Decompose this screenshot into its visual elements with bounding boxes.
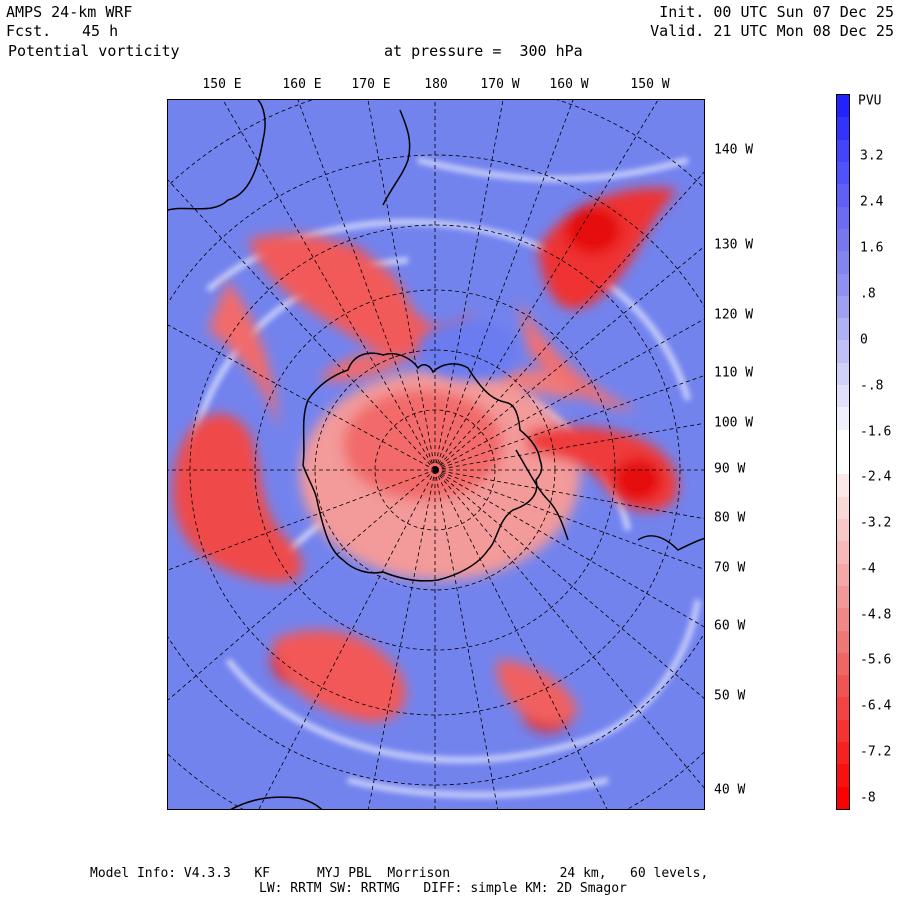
colorbar-tick-label: -4 <box>860 561 876 577</box>
lon-label-top: 170 W <box>480 77 520 92</box>
colorbar-segment <box>837 541 849 564</box>
colorbar-tick-label: -2.4 <box>860 469 892 485</box>
colorbar-segment <box>837 786 849 809</box>
colorbar-segment <box>837 518 849 542</box>
colorbar-segment <box>837 764 849 787</box>
lon-label-top: 160 W <box>549 77 589 92</box>
colorbar-segment <box>837 675 849 698</box>
colorbar-tick-label: 0 <box>860 332 868 348</box>
lon-label-right: 60 W <box>714 618 746 634</box>
lon-label-right: 80 W <box>714 510 746 526</box>
colorbar-segment <box>837 608 849 631</box>
lon-label-right: 70 W <box>714 560 746 576</box>
colorbar-segment <box>837 385 849 408</box>
colorbar-segment <box>837 139 849 162</box>
colorbar-tick-label: -5.6 <box>860 652 892 668</box>
colorbar-segment <box>837 95 849 118</box>
lon-label-right: 140 W <box>714 142 754 158</box>
colorbar-tick-label: -1.6 <box>860 424 892 440</box>
colorbar-segment <box>837 585 849 609</box>
pv-field-svg <box>168 100 704 809</box>
meridians <box>168 100 704 809</box>
colorbar-segment <box>837 652 849 676</box>
colorbar-tick-label: 2.4 <box>860 194 884 210</box>
colorbar-segment <box>837 452 849 475</box>
forecast-hours: 45 h <box>82 22 119 40</box>
colorbar-segment <box>837 117 849 140</box>
colorbar-segment <box>837 362 849 386</box>
colorbar-segment <box>837 251 849 274</box>
lon-label-right: 40 W <box>714 782 746 798</box>
colorbar-segment <box>837 161 849 185</box>
colorbar-segment <box>837 742 849 765</box>
colorbar-tick-label: -8 <box>860 790 876 806</box>
init-time: Init. 00 UTC Sun 07 Dec 25 <box>659 3 894 21</box>
colorbar-unit: PVU <box>858 93 882 109</box>
pressure-level: at pressure = 300 hPa <box>384 42 583 60</box>
colorbar-tick-label: -6.4 <box>860 698 892 714</box>
colorbar-tick-label: 1.6 <box>860 240 884 256</box>
colorbar-tick-label: -.8 <box>860 378 884 394</box>
colorbar-segment <box>837 719 849 743</box>
lon-label-top: 150 W <box>630 77 670 92</box>
colorbar-segment <box>837 295 849 319</box>
lon-label-top: 160 E <box>282 77 322 92</box>
colorbar-segment <box>837 429 849 452</box>
lon-label-right: 100 W <box>714 415 754 431</box>
lon-label-right: 120 W <box>714 307 754 323</box>
colorbar-segment <box>837 474 849 497</box>
model-info-line2: LW: RRTM SW: RRTMG DIFF: simple KM: 2D S… <box>259 881 627 896</box>
colorbar-segment <box>837 228 849 252</box>
valid-time: Valid. 21 UTC Mon 08 Dec 25 <box>650 22 894 40</box>
colorbar-segment <box>837 273 849 296</box>
colorbar-segment <box>837 563 849 586</box>
lon-label-top: 150 E <box>202 77 242 92</box>
model-title: AMPS 24-km WRF <box>6 3 133 21</box>
colorbar-segment <box>837 407 849 430</box>
coastlines <box>168 100 704 809</box>
colorbar-segment <box>837 697 849 720</box>
lon-label-top: 170 E <box>351 77 391 92</box>
colorbar-segment <box>837 206 849 229</box>
colorbar-tick-label: -7.2 <box>860 744 892 760</box>
colorbar-segment <box>837 630 849 653</box>
colorbar <box>836 94 850 810</box>
forecast-label: Fcst. <box>6 22 52 40</box>
model-info-line1: Model Info: V4.3.3 KF MYJ PBL Morrison 2… <box>90 866 709 881</box>
colorbar-tick-label: .8 <box>860 286 876 302</box>
lon-label-right: 90 W <box>714 461 746 477</box>
colorbar-segment <box>837 184 849 207</box>
colorbar-tick-label: 3.2 <box>860 148 884 164</box>
colorbar-tick-label: -4.8 <box>860 607 892 623</box>
pv-map <box>167 99 705 810</box>
lon-label-top: 180 <box>424 77 448 92</box>
lon-label-right: 130 W <box>714 237 754 253</box>
field-name: Potential vorticity <box>8 42 180 60</box>
pv-red-anomalies <box>172 188 679 732</box>
colorbar-segment <box>837 496 849 519</box>
colorbar-segment <box>837 318 849 341</box>
colorbar-tick-label: -3.2 <box>860 515 892 531</box>
colorbar-segment <box>837 340 849 363</box>
lon-label-right: 50 W <box>714 688 746 704</box>
lon-label-right: 110 W <box>714 365 754 381</box>
